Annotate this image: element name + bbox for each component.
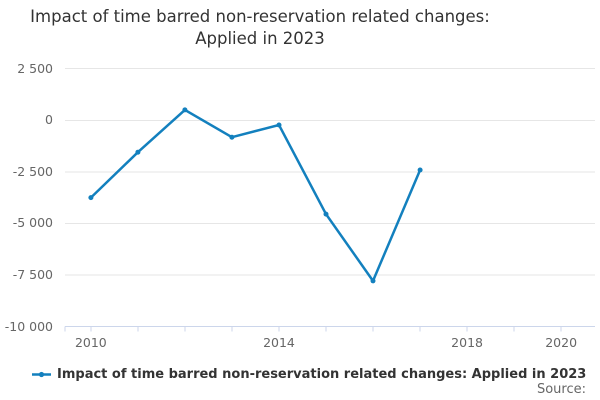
data-point-marker[interactable] — [182, 107, 188, 113]
data-point-marker[interactable] — [323, 211, 329, 217]
legend-line-marker-icon — [32, 371, 51, 377]
data-point-marker[interactable] — [229, 134, 235, 140]
legend-dot — [38, 371, 45, 377]
data-point-marker[interactable] — [417, 167, 423, 173]
data-point-marker[interactable] — [88, 195, 94, 201]
source-note: Source: — [536, 382, 586, 397]
chart-title: Impact of time barred non-reservation re… — [30, 7, 490, 48]
data-point-marker[interactable] — [135, 149, 141, 155]
legend-label: Impact of time barred non-reservation re… — [57, 366, 587, 382]
data-point-marker[interactable] — [276, 122, 282, 128]
series-line[interactable] — [90, 108, 422, 284]
legend-item[interactable]: Impact of time barred non-reservation re… — [32, 365, 586, 383]
data-point-marker[interactable] — [370, 278, 376, 284]
